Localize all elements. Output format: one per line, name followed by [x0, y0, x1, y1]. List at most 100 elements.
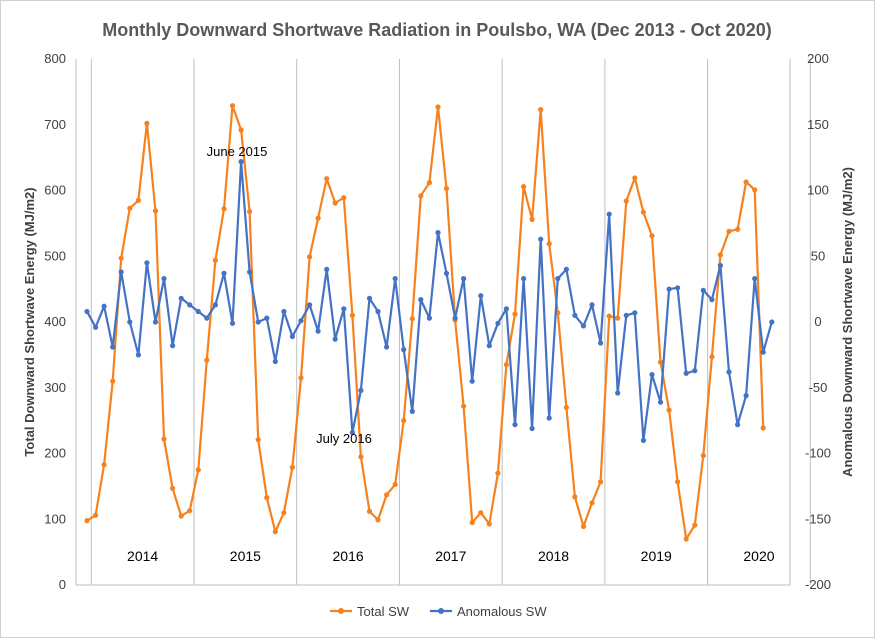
data-point-anomalous-sw: [384, 344, 390, 350]
data-point-total-sw: [204, 357, 210, 363]
data-point-anomalous-sw: [375, 308, 381, 315]
data-point-anomalous-sw: [324, 266, 330, 272]
data-point-total-sw: [375, 517, 381, 523]
legend-label: Total SW: [357, 604, 410, 619]
data-point-total-sw: [315, 215, 321, 221]
data-point-total-sw: [384, 492, 390, 498]
legend-swatch-marker: [438, 608, 444, 614]
data-point-total-sw: [435, 104, 441, 110]
data-point-anomalous-sw: [503, 306, 509, 312]
data-point-anomalous-sw: [640, 437, 647, 443]
year-label: 2019: [641, 548, 672, 564]
data-point-total-sw: [187, 508, 193, 514]
data-point-anomalous-sw: [349, 429, 355, 436]
data-point-anomalous-sw: [675, 285, 681, 291]
y-tick-left-label: 400: [44, 314, 66, 329]
y-tick-left-label: 300: [44, 380, 66, 395]
data-point-total-sw: [580, 523, 587, 530]
y-tick-left-label: 100: [44, 511, 66, 526]
data-point-total-sw: [623, 198, 629, 204]
data-point-anomalous-sw: [692, 368, 698, 374]
legend-item-total-sw: Total SW: [330, 604, 410, 619]
data-point-total-sw: [683, 536, 689, 542]
y-tick-left-label: 200: [44, 446, 66, 461]
data-point-total-sw: [606, 313, 612, 319]
data-point-total-sw: [341, 195, 347, 201]
data-point-anomalous-sw: [229, 320, 236, 326]
data-point-total-sw: [152, 208, 159, 214]
data-point-total-sw: [229, 103, 236, 109]
data-point-anomalous-sw: [598, 340, 604, 346]
y-tick-right-label: -100: [805, 446, 831, 461]
data-point-anomalous-sw: [769, 319, 775, 325]
data-point-anomalous-sw: [161, 276, 167, 282]
data-point-total-sw: [324, 176, 330, 182]
data-point-total-sw: [135, 197, 141, 203]
series-anomalous-sw: [84, 159, 775, 443]
annotation-label: June 2015: [207, 144, 268, 159]
data-point-anomalous-sw: [580, 323, 587, 329]
data-point-anomalous-sw: [392, 276, 398, 282]
data-point-anomalous-sw: [632, 310, 638, 316]
data-point-anomalous-sw: [366, 295, 373, 301]
data-point-anomalous-sw: [666, 286, 672, 292]
data-point-total-sw: [264, 495, 270, 501]
y-tick-right-label: 0: [814, 314, 821, 329]
y-tick-left-label: 0: [59, 577, 66, 592]
data-point-total-sw: [538, 107, 544, 113]
data-point-total-sw: [632, 175, 638, 181]
data-point-anomalous-sw: [726, 369, 732, 375]
data-point-anomalous-sw: [212, 302, 218, 308]
data-point-total-sw: [272, 529, 278, 535]
data-point-total-sw: [255, 437, 261, 443]
data-point-anomalous-sw: [760, 349, 766, 355]
y-tick-left-label: 700: [44, 117, 66, 132]
data-point-anomalous-sw: [84, 308, 90, 315]
y-tick-left-label: 500: [44, 248, 66, 263]
y-tick-left-label: 800: [44, 51, 66, 66]
data-point-anomalous-sw: [409, 408, 415, 414]
data-point-total-sw: [709, 354, 715, 360]
data-point-anomalous-sw: [521, 276, 527, 282]
data-point-total-sw: [281, 510, 287, 516]
data-point-anomalous-sw: [649, 372, 655, 378]
data-point-anomalous-sw: [512, 422, 518, 428]
data-point-total-sw: [307, 254, 313, 260]
data-point-anomalous-sw: [358, 387, 364, 393]
data-point-anomalous-sw: [332, 336, 338, 342]
data-point-anomalous-sw: [743, 393, 749, 399]
data-point-anomalous-sw: [93, 324, 99, 330]
data-point-total-sw: [93, 512, 99, 518]
data-point-total-sw: [238, 127, 244, 133]
data-point-total-sw: [212, 257, 218, 263]
y-axis-right-title: Anomalous Downward Shortwave Energy (MJ/…: [840, 167, 855, 477]
data-point-total-sw: [503, 362, 509, 368]
data-point-anomalous-sw: [298, 318, 304, 324]
y-tick-right-label: -200: [805, 577, 831, 592]
series-layer: [84, 103, 775, 542]
data-point-anomalous-sw: [315, 328, 321, 334]
data-point-anomalous-sw: [281, 308, 287, 315]
data-point-total-sw: [298, 375, 304, 381]
data-point-anomalous-sw: [478, 293, 484, 299]
data-point-total-sw: [349, 312, 355, 318]
data-point-total-sw: [178, 513, 184, 519]
year-label: 2020: [743, 548, 774, 564]
data-point-anomalous-sw: [709, 297, 715, 303]
data-point-total-sw: [649, 233, 655, 239]
data-point-anomalous-sw: [152, 319, 159, 325]
label-layer: 2014 2015 2016 2017 2018 2019 2020 June 2015 Jul…: [127, 144, 775, 564]
year-label: 2016: [333, 548, 364, 564]
data-point-anomalous-sw: [178, 295, 184, 301]
year-label: 2018: [538, 548, 569, 564]
data-point-total-sw: [332, 200, 338, 206]
data-point-anomalous-sw: [469, 378, 475, 384]
data-point-total-sw: [495, 470, 501, 476]
data-point-total-sw: [127, 205, 133, 211]
data-point-anomalous-sw: [127, 319, 133, 325]
data-point-anomalous-sw: [238, 159, 244, 165]
data-point-total-sw: [743, 179, 749, 185]
data-point-total-sw: [110, 378, 116, 384]
data-point-anomalous-sw: [443, 270, 450, 276]
